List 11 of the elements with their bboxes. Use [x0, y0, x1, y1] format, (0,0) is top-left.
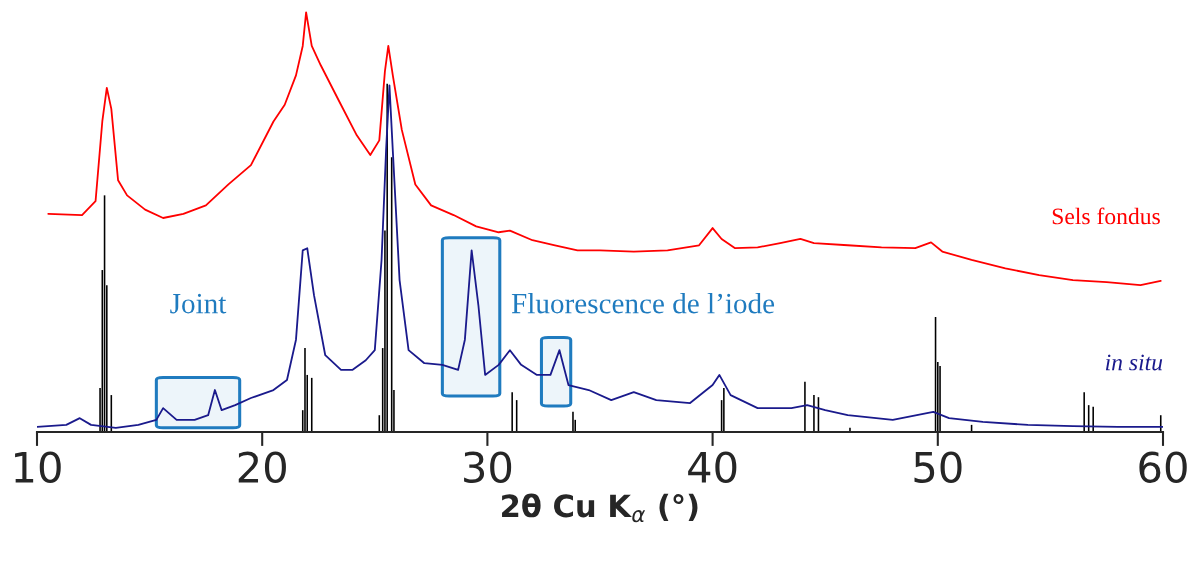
- x-tick-label: 10: [15, 451, 61, 483]
- x-tick-label: 50: [914, 451, 962, 483]
- annotation: Joint: [170, 293, 227, 314]
- x-tick-label: 60: [1139, 451, 1187, 483]
- text: Sels fondus: [1052, 207, 1160, 225]
- x-axis-title: 2θ Cu K$_{α}$ (°): [502, 493, 698, 523]
- annotation: Fluorescence de l’iode: [511, 292, 775, 314]
- x-tick-label: 40: [688, 451, 737, 483]
- x-tick-label: 20: [238, 451, 286, 483]
- x-tick-label: 30: [464, 451, 512, 483]
- text: in situ: [1105, 354, 1163, 371]
